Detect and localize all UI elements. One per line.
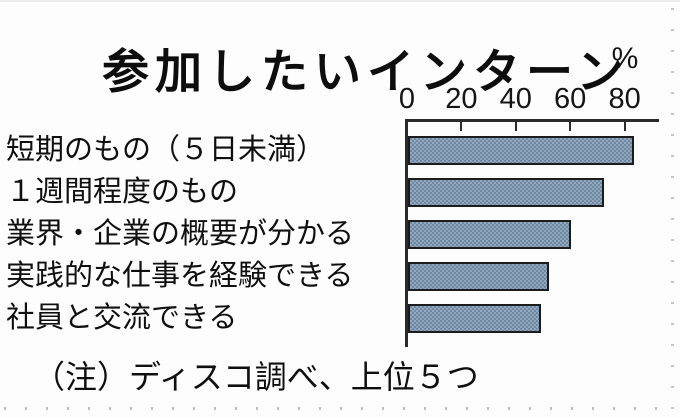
x-tick-label: 80	[608, 83, 641, 115]
category-label: 社員と交流できる	[6, 302, 238, 334]
bar	[408, 304, 541, 333]
perforation-dots-right	[671, 8, 674, 413]
perforation-dots-bottom	[4, 407, 676, 410]
clipping-top-edge	[0, 0, 680, 2]
x-tick-mark	[514, 122, 517, 131]
axis-unit-label: %	[611, 42, 639, 75]
x-tick-label: 40	[499, 83, 532, 115]
x-tick-mark	[460, 122, 463, 131]
bar	[408, 136, 634, 165]
category-label: 実践的な仕事を経験できる	[6, 260, 354, 292]
x-tick-mark	[623, 122, 626, 131]
category-label: １週間程度のもの	[6, 176, 239, 208]
bar	[408, 262, 549, 291]
x-tick-label: 0	[398, 83, 416, 115]
x-axis-line	[406, 119, 659, 122]
category-label: 短期のもの（５日未満）	[6, 134, 326, 166]
x-tick-label: 60	[554, 83, 587, 115]
category-label: 業界・企業の概要が分かる	[6, 218, 355, 250]
source-note: （注）ディスコ調べ、上位５つ	[33, 359, 479, 395]
x-tick-mark	[569, 122, 572, 131]
x-tick-label: 20	[445, 83, 478, 115]
bar	[408, 178, 604, 207]
y-axis-line	[405, 119, 408, 347]
chart-title: 参加したいインターン	[102, 45, 630, 99]
bar	[408, 220, 571, 249]
